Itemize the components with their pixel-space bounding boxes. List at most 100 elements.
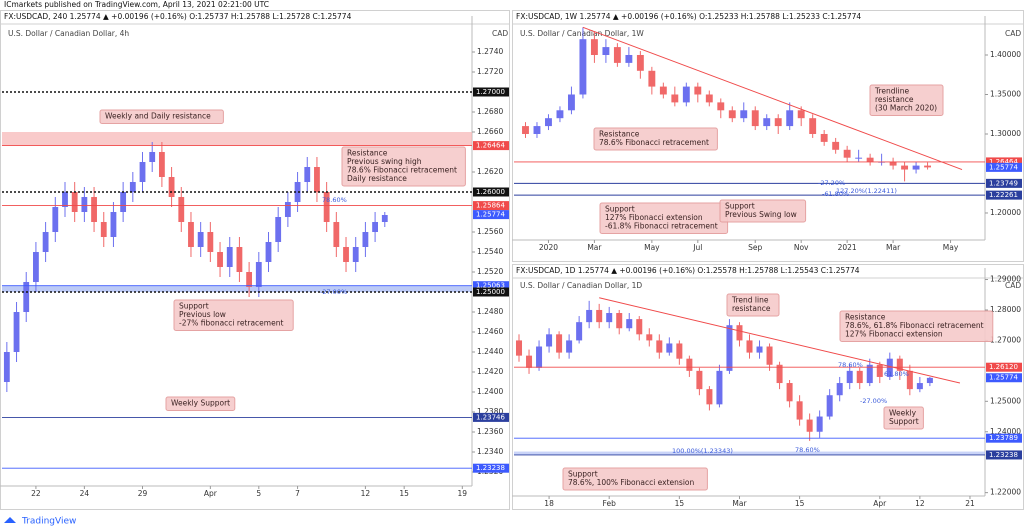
annotation-text: Previous swing high <box>347 157 422 166</box>
annotation-text: -61.8% Fibonacci retracement <box>605 222 718 231</box>
candle-body <box>855 157 863 159</box>
price-badge-label: 1.23746 <box>476 413 505 421</box>
price-badge-label: 1.23749 <box>989 179 1018 187</box>
candle-body <box>596 309 603 323</box>
candle-body <box>606 313 613 323</box>
candle-body <box>71 192 78 212</box>
candle-body <box>522 126 529 134</box>
candle-body <box>826 395 833 417</box>
candle-body <box>545 118 552 127</box>
y-tick-label: 1.2380 <box>477 407 503 416</box>
annotation-text: 78.6%, 100% Fibonacci extension <box>568 478 694 487</box>
currency: CAD <box>492 29 508 38</box>
candle-body <box>751 110 759 127</box>
annotation-box <box>562 467 708 491</box>
candle-body <box>676 343 683 359</box>
price-badge <box>473 281 509 291</box>
x-tick-label: 19 <box>458 489 468 498</box>
candle-body <box>217 252 223 267</box>
price-badge-label: 1.26120 <box>989 363 1018 371</box>
candle-body <box>149 152 156 162</box>
candle-body <box>139 162 146 182</box>
candle-body <box>323 192 330 222</box>
fib-label: -27.20% <box>818 179 845 187</box>
candle-body <box>352 247 359 262</box>
candle-body <box>924 165 932 168</box>
x-tick-label: 15 <box>795 499 805 508</box>
candle-body <box>178 197 185 222</box>
price-badge-label: 1.26464 <box>989 158 1018 166</box>
candle-body <box>706 389 713 405</box>
trendline <box>599 297 961 384</box>
price-badge <box>986 373 1022 383</box>
y-tick-label: 1.2460 <box>477 327 503 336</box>
candle-body <box>820 133 828 142</box>
candle-body <box>533 126 541 134</box>
annotation-text: resistance <box>732 304 771 313</box>
price-badge <box>473 141 509 151</box>
panel-header: FX:USDCAD, 1D 1.25774 ▲ +0.00196 (+0.16%… <box>516 266 860 275</box>
candle-body <box>889 161 897 166</box>
x-tick-label: 24 <box>80 489 90 498</box>
fib-label: 127.20%(1.22411) <box>836 187 897 195</box>
panel <box>0 10 510 510</box>
candle-body <box>716 370 723 405</box>
candle-body <box>226 247 233 267</box>
candle-body <box>776 364 783 384</box>
annotation-text: Weekly and Daily resistance <box>105 112 211 121</box>
candle-body <box>586 309 593 323</box>
candle-body <box>926 377 933 384</box>
currency: CAD <box>1005 29 1021 38</box>
y-tick-label: 1.2620 <box>477 167 503 176</box>
candle-body <box>516 340 523 356</box>
y-tick-label: 1.2340 <box>477 447 503 456</box>
price-badge-label: 1.25063 <box>476 282 505 290</box>
candle-body <box>763 118 771 127</box>
x-tick-label: 2020 <box>539 243 558 252</box>
candle-body <box>832 141 840 150</box>
candle-body <box>636 319 643 335</box>
candle-body <box>566 340 573 353</box>
fib-label: 78.60% <box>838 361 863 369</box>
price-badge-label: 1.23789 <box>989 434 1018 442</box>
candle-body <box>275 217 282 242</box>
candle-body <box>916 383 923 390</box>
candle-body <box>100 222 107 237</box>
candle-body <box>236 247 243 272</box>
y-tick-label: 1.2680 <box>477 107 503 116</box>
candle-body <box>746 340 753 353</box>
y-tick-label: 1.2520 <box>477 267 503 276</box>
candle-body <box>809 118 817 134</box>
x-tick-label: Mar <box>732 499 747 508</box>
candle-body <box>81 197 88 212</box>
zone <box>514 451 985 455</box>
y-tick-label: 1.2480 <box>477 307 503 316</box>
candle-body <box>91 197 97 222</box>
price-badge <box>986 157 1022 167</box>
annotation-text: -27% fibonacci retracement <box>179 319 283 328</box>
x-tick-label: May <box>943 243 959 252</box>
candle-body <box>362 232 369 247</box>
y-tick-label: 1.22000 <box>990 488 1021 497</box>
candle-body <box>3 352 10 382</box>
candle-body <box>120 192 127 212</box>
price-badge-label: 1.22261 <box>989 191 1018 199</box>
candle-body <box>207 232 214 252</box>
fib-label: 61.80% <box>884 370 909 378</box>
price-badge <box>986 178 1022 188</box>
candle-body <box>636 54 644 71</box>
annotation-box <box>99 109 224 124</box>
zone <box>2 285 472 292</box>
annotation-text: Resistance <box>347 149 388 158</box>
candle-body <box>666 343 673 353</box>
candle-body <box>912 165 920 170</box>
price-badge <box>473 201 509 211</box>
fib-label: 78.60% <box>795 446 820 454</box>
price-badge-label: 1.25864 <box>476 202 505 210</box>
annotation-text: Resistance <box>599 130 640 139</box>
annotation-text: Resistance <box>845 313 886 322</box>
candle-body <box>836 383 843 396</box>
price-badge-label: 1.26000 <box>476 188 505 196</box>
